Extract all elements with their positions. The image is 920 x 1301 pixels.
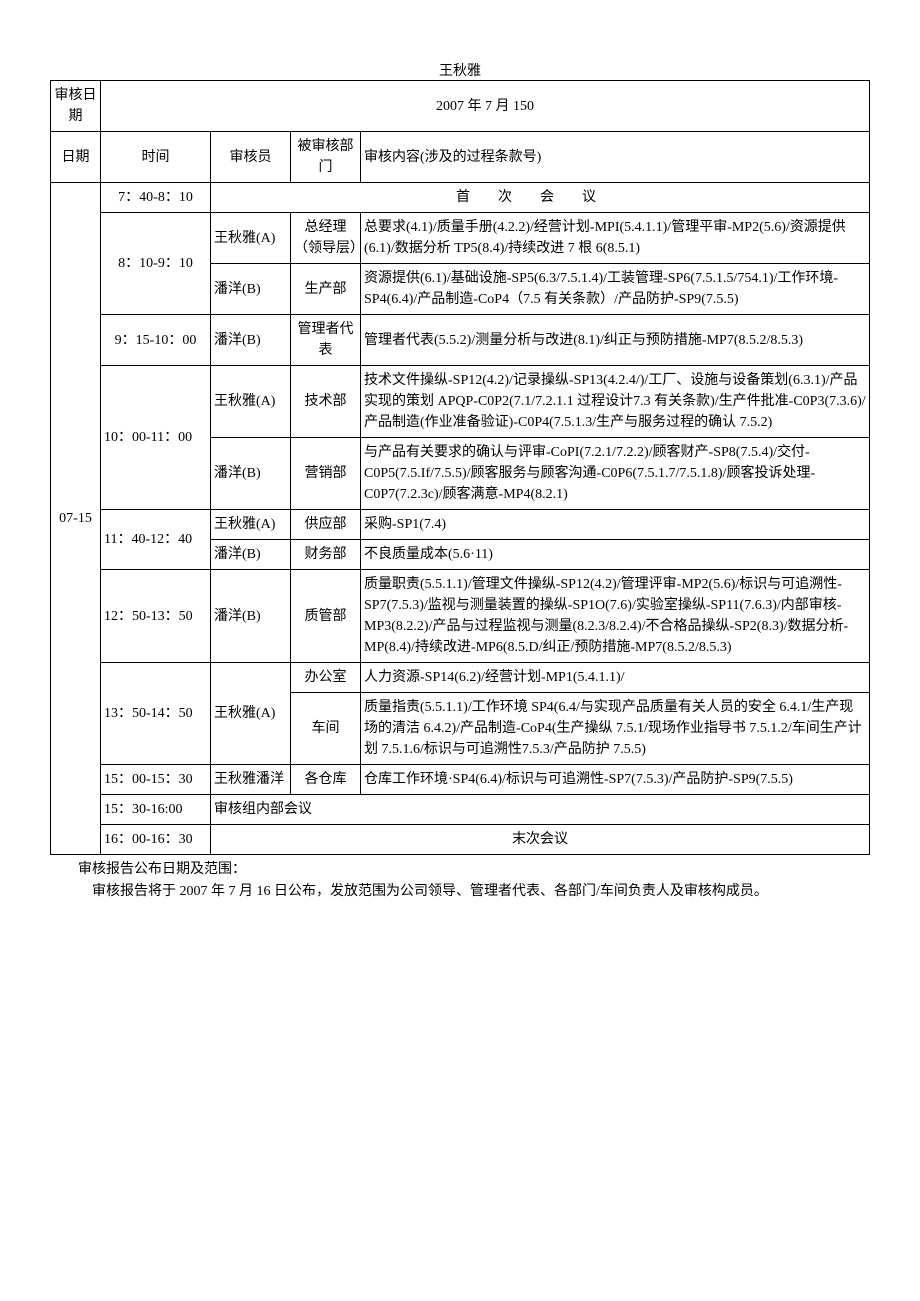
- footer-line1: 审核报告公布日期及范围：: [50, 859, 870, 881]
- audit-date-value: 2007 年 7 月 150: [101, 81, 870, 132]
- table-row: 15：00-15：30 王秋雅潘洋 各仓库 仓库工作环境·SP4(6.4)/标识…: [51, 765, 870, 795]
- table-row: 日期 时间 审核员 被审核部门 审核内容(涉及的过程条款号): [51, 132, 870, 183]
- internal-meeting: 审核组内部会议: [211, 795, 870, 825]
- cell-dept: 营销部: [291, 438, 361, 510]
- table-row: 11：40-12：40 王秋雅(A) 供应部 采购-SP1(7.4): [51, 510, 870, 540]
- cell-content: 人力资源-SP14(6.2)/经营计划-MP1(5.4.1.1)/: [361, 663, 870, 693]
- table-row: 12：50-13：50 潘洋(B) 质管部 质量职责(5.5.1.1)/管理文件…: [51, 570, 870, 663]
- audit-date-label: 审核日期: [51, 81, 101, 132]
- cell-dept: 各仓库: [291, 765, 361, 795]
- footer-line2: 审核报告将于 2007 年 7 月 16 日公布，发放范围为公司领导、管理者代表…: [50, 881, 870, 903]
- cell-auditor: 王秋雅(A): [211, 510, 291, 540]
- footer: 审核报告公布日期及范围： 审核报告将于 2007 年 7 月 16 日公布，发放…: [50, 859, 870, 904]
- cell-auditor: 王秋雅潘洋: [211, 765, 291, 795]
- cell-dept: 供应部: [291, 510, 361, 540]
- audit-schedule-table: 审核日期 2007 年 7 月 150 日期 时间 审核员 被审核部门 审核内容…: [50, 80, 870, 855]
- cell-auditor: 潘洋(B): [211, 540, 291, 570]
- cell-time: 12：50-13：50: [101, 570, 211, 663]
- cell-dept: 质管部: [291, 570, 361, 663]
- final-meeting: 末次会议: [211, 825, 870, 855]
- cell-time: 16：00-16：30: [101, 825, 211, 855]
- cell-content: 与产品有关要求的确认与评审-CoPI(7.2.1/7.2.2)/顾客财产-SP8…: [361, 438, 870, 510]
- col-header-dept: 被审核部门: [291, 132, 361, 183]
- cell-time: 8：10-9：10: [101, 213, 211, 315]
- cell-content: 质量指责(5.5.1.1)/工作环境 SP4(6.4/与实现产品质量有关人员的安…: [361, 693, 870, 765]
- cell-dept: 总经理（领导层）: [291, 213, 361, 264]
- cell-time: 15：00-15：30: [101, 765, 211, 795]
- cell-dept: 车间: [291, 693, 361, 765]
- table-row: 审核日期 2007 年 7 月 150: [51, 81, 870, 132]
- cell-time: 13：50-14：50: [101, 663, 211, 765]
- cell-dept: 办公室: [291, 663, 361, 693]
- cell-content: 总要求(4.1)/质量手册(4.2.2)/经营计划-MPI(5.4.1.1)/管…: [361, 213, 870, 264]
- cell-time: 15：30-16:00: [101, 795, 211, 825]
- cell-time: 10：00-11：00: [101, 366, 211, 510]
- cell-content: 技术文件操纵-SP12(4.2)/记录操纵-SP13(4.2.4/)/工厂、设施…: [361, 366, 870, 438]
- col-header-auditor: 审核员: [211, 132, 291, 183]
- cell-auditor: 王秋雅(A): [211, 663, 291, 765]
- cell-content: 质量职责(5.5.1.1)/管理文件操纵-SP12(4.2)/管理评审-MP2(…: [361, 570, 870, 663]
- table-row: 9：15-10：00 潘洋(B) 管理者代表 管理者代表(5.5.2)/测量分析…: [51, 315, 870, 366]
- cell-content: 不良质量成本(5.6·11): [361, 540, 870, 570]
- cell-dept: 财务部: [291, 540, 361, 570]
- cell-auditor: 王秋雅(A): [211, 366, 291, 438]
- table-row: 07-15 7：40-8：10 首次会议: [51, 183, 870, 213]
- cell-dept: 技术部: [291, 366, 361, 438]
- cell-auditor: 潘洋(B): [211, 264, 291, 315]
- cell-time: 9：15-10：00: [101, 315, 211, 366]
- first-meeting: 首次会议: [211, 183, 870, 213]
- cell-auditor: 王秋雅(A): [211, 213, 291, 264]
- cell-content: 资源提供(6.1)/基础设施-SP5(6.3/7.5.1.4)/工装管理-SP6…: [361, 264, 870, 315]
- cell-auditor: 潘洋(B): [211, 315, 291, 366]
- cell-dept: 管理者代表: [291, 315, 361, 366]
- table-row: 15：30-16:00 审核组内部会议: [51, 795, 870, 825]
- cell-auditor: 潘洋(B): [211, 438, 291, 510]
- cell-auditor: 潘洋(B): [211, 570, 291, 663]
- table-row: 16：00-16：30 末次会议: [51, 825, 870, 855]
- col-header-content: 审核内容(涉及的过程条款号): [361, 132, 870, 183]
- table-row: 13：50-14：50 王秋雅(A) 办公室 人力资源-SP14(6.2)/经营…: [51, 663, 870, 693]
- col-header-time: 时间: [101, 132, 211, 183]
- cell-content: 采购-SP1(7.4): [361, 510, 870, 540]
- cell-dept: 生产部: [291, 264, 361, 315]
- col-header-date: 日期: [51, 132, 101, 183]
- cell-time: 7：40-8：10: [101, 183, 211, 213]
- table-row: 8：10-9：10 王秋雅(A) 总经理（领导层） 总要求(4.1)/质量手册(…: [51, 213, 870, 264]
- name-top: 王秋雅: [50, 60, 870, 80]
- table-row: 10：00-11：00 王秋雅(A) 技术部 技术文件操纵-SP12(4.2)/…: [51, 366, 870, 438]
- date-cell: 07-15: [51, 183, 101, 855]
- cell-content: 管理者代表(5.5.2)/测量分析与改进(8.1)/纠正与预防措施-MP7(8.…: [361, 315, 870, 366]
- cell-time: 11：40-12：40: [101, 510, 211, 570]
- cell-content: 仓库工作环境·SP4(6.4)/标识与可追溯性-SP7(7.5.3)/产品防护-…: [361, 765, 870, 795]
